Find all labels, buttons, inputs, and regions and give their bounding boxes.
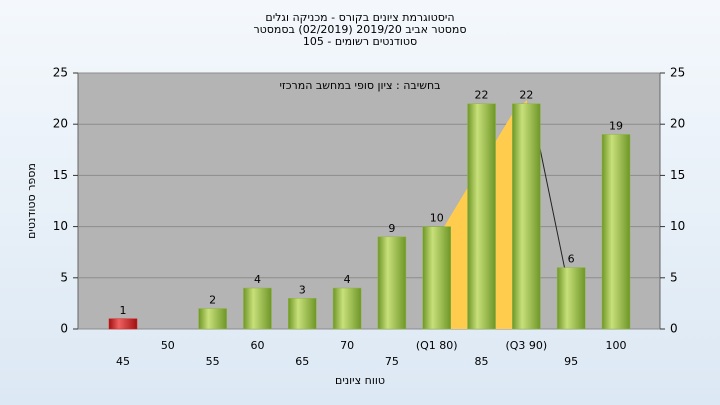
y2-tick-label: 5 xyxy=(670,270,678,284)
y2-tick-label: 10 xyxy=(670,219,685,233)
value-label: 6 xyxy=(568,253,575,266)
chart-subtitle: סמסטר אביב 2019/20 (02/2019) בסמסטר xyxy=(253,23,466,36)
x-tick-label: 45 xyxy=(116,355,130,368)
value-label: 19 xyxy=(609,119,623,132)
bar xyxy=(601,134,631,330)
bar xyxy=(467,103,496,330)
y2-tick-label: 15 xyxy=(670,168,685,182)
y2-tick-label: 0 xyxy=(670,322,678,336)
x-tick-label: 70 xyxy=(340,339,354,352)
y-tick-label: 10 xyxy=(53,219,68,233)
y2-tick-label: 20 xyxy=(670,117,685,131)
x-tick-label: 95 xyxy=(564,355,578,368)
bar xyxy=(377,236,407,330)
x-tick-label: 55 xyxy=(206,355,220,368)
bar xyxy=(332,287,362,330)
y-tick-label: 15 xyxy=(53,168,68,182)
value-label: 22 xyxy=(475,89,489,102)
median-line xyxy=(536,133,566,271)
bar xyxy=(198,308,227,330)
bar xyxy=(512,103,541,330)
value-label: 4 xyxy=(344,273,351,286)
y2-tick-label: 25 xyxy=(670,66,685,80)
x-tick-label: 75 xyxy=(385,355,399,368)
value-label: 2 xyxy=(209,294,216,307)
y-axis-label: מספר סטודנטים xyxy=(25,163,38,239)
value-label: 9 xyxy=(388,222,395,235)
x-tick-label: 85 xyxy=(475,355,489,368)
chart-title: היסטוגרמת ציונים בקורס - מכניקה וגלים xyxy=(265,11,454,24)
annotation: בחשיבה : ציון סופי במחשב המרכזי xyxy=(279,79,440,92)
bar xyxy=(288,298,317,330)
x-tick-label: 100 xyxy=(606,339,627,352)
value-label: 22 xyxy=(519,89,533,102)
x-tick-label: 65 xyxy=(295,355,309,368)
chart-subtitle: סטודנטים רשומים - 105 xyxy=(303,35,417,48)
value-label: 3 xyxy=(299,283,306,296)
x-tick-label: 60 xyxy=(250,339,264,352)
bar xyxy=(422,226,451,330)
x-axis-label: טווח ציונים xyxy=(335,374,385,387)
y-tick-label: 5 xyxy=(60,270,68,284)
x-tick-label: (Q3 90) xyxy=(505,339,547,352)
x-tick-label: 50 xyxy=(161,339,175,352)
value-label: 1 xyxy=(120,304,127,317)
bar xyxy=(556,267,586,330)
bar xyxy=(243,287,272,330)
y-tick-label: 0 xyxy=(60,322,68,336)
x-tick-label: (Q1 80) xyxy=(416,339,458,352)
y-tick-label: 20 xyxy=(53,117,68,131)
bar xyxy=(108,318,138,330)
value-label: 10 xyxy=(430,212,444,225)
y-tick-label: 25 xyxy=(53,66,68,80)
value-label: 4 xyxy=(254,273,261,286)
